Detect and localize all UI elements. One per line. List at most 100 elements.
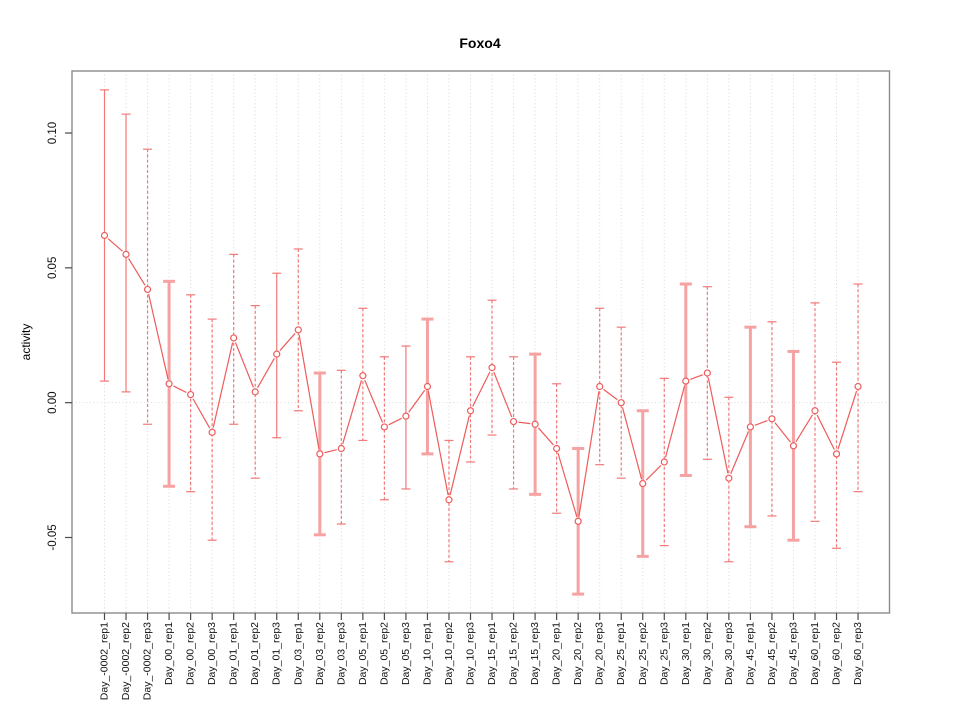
series-segment: [279, 333, 296, 351]
x-tick-label: Day_05_rep1: [357, 622, 369, 685]
y-axis: 0.10 0.05 0.00 -0.05: [47, 122, 72, 551]
data-point: [187, 390, 195, 399]
y-tick-label: -0.05: [47, 524, 59, 550]
data-point: [811, 407, 819, 415]
x-tick-label: Day_15_rep3: [529, 622, 541, 685]
x-tick-label: Day_30_rep2: [701, 622, 713, 685]
series-segment: [148, 293, 169, 380]
series-segment: [212, 342, 234, 428]
data-point: [725, 474, 733, 482]
data-point: [574, 517, 582, 525]
series-segment: [645, 464, 662, 481]
data-point: [746, 423, 755, 431]
x-tick-label: Day_-0002_rep3: [142, 622, 154, 700]
data-point: [423, 382, 432, 391]
data-point: [466, 407, 475, 415]
x-tick-label: Day_10_rep2: [443, 622, 455, 685]
y-tick-label: 0.05: [47, 257, 59, 279]
x-tick-label: Day_10_rep1: [421, 622, 433, 685]
data-point: [337, 444, 345, 453]
x-tick-label: Day_01_rep1: [228, 622, 240, 685]
series-segment: [173, 385, 187, 393]
series-segment: [128, 258, 146, 286]
x-tick-label: Day_20_rep2: [572, 622, 584, 685]
data-point: [208, 428, 216, 436]
series-segment: [493, 371, 513, 418]
x-tick-label: Day_45_rep2: [766, 622, 778, 685]
series-segment: [690, 374, 704, 380]
series-segment: [795, 414, 813, 443]
series-points: [100, 231, 862, 525]
y-tick-label: 0.00: [47, 391, 59, 413]
gridlines: [72, 71, 890, 613]
x-tick-label: Day_03_rep3: [335, 622, 347, 685]
x-tick-label: Day_00_rep2: [185, 622, 197, 685]
x-tick-label: Day_00_rep1: [163, 622, 175, 685]
data-point: [639, 479, 647, 488]
data-point: [122, 250, 130, 258]
x-tick-label: Day_30_rep1: [680, 622, 692, 685]
x-tick-label: Day_45_rep1: [744, 622, 756, 685]
series-segment: [537, 427, 554, 446]
data-point: [682, 377, 690, 385]
data-point: [789, 442, 798, 450]
x-tick-label: Day_05_rep2: [378, 622, 390, 685]
data-point: [294, 326, 302, 334]
x-tick-label: Day_05_rep3: [400, 622, 412, 685]
x-tick-label: Day_03_rep1: [292, 622, 304, 685]
data-point: [143, 285, 152, 294]
x-tick-label: Day_25_rep1: [615, 622, 627, 685]
series-segment: [837, 390, 858, 450]
data-point: [251, 388, 259, 396]
data-point: [768, 415, 776, 423]
x-tick-label: Day_20_rep1: [551, 622, 563, 685]
x-tick-label: Day_60_rep1: [809, 622, 821, 685]
series-segment: [342, 380, 363, 445]
series-segment: [664, 385, 686, 458]
series-line: [107, 238, 858, 517]
series-segment: [107, 238, 123, 252]
series-segment: [298, 334, 320, 450]
series-segment: [257, 358, 275, 389]
data-point: [553, 444, 561, 453]
series-segment: [621, 407, 643, 480]
series-segment: [603, 388, 618, 401]
error-bars: [100, 89, 863, 596]
series-segment: [816, 414, 835, 450]
data-point: [359, 372, 367, 380]
series-segment: [557, 452, 578, 517]
data-point: [832, 450, 841, 458]
series-segment: [364, 379, 384, 423]
x-tick-label: Day_25_rep2: [637, 622, 649, 685]
data-point: [488, 364, 496, 372]
x-tick-label: Day_30_rep3: [723, 622, 735, 685]
data-point: [703, 369, 711, 377]
series-segment: [707, 377, 729, 474]
x-tick-label: Day_01_rep3: [271, 622, 283, 685]
series-segment: [427, 391, 449, 496]
series-segment: [518, 421, 531, 425]
x-tick-label: Day_-0002_rep1: [99, 622, 111, 700]
series-segment: [192, 398, 211, 429]
data-point: [596, 382, 604, 391]
series-segment: [449, 415, 470, 496]
series-segment: [754, 419, 768, 426]
data-point: [100, 231, 109, 240]
x-tick-label: Day_60_rep3: [852, 622, 864, 685]
plot-frame: [71, 70, 891, 614]
data-point: [316, 450, 324, 458]
x-tick-label: Day_01_rep2: [249, 622, 261, 685]
data-point: [230, 334, 238, 342]
series-segment: [234, 342, 254, 388]
x-axis: Day_-0002_rep1 Day_-0002_rep2 Day_-0002_re…: [99, 613, 864, 700]
x-tick-label: Day_-0002_rep2: [120, 622, 132, 700]
data-point: [617, 399, 625, 407]
x-tick-label: Day_00_rep3: [206, 622, 218, 685]
series-segment: [578, 391, 600, 517]
x-tick-label: Day_15_rep1: [486, 622, 498, 685]
series-segment: [774, 422, 791, 443]
data-point: [273, 350, 281, 358]
x-tick-label: Day_60_rep2: [831, 622, 843, 685]
data-point: [402, 412, 410, 420]
